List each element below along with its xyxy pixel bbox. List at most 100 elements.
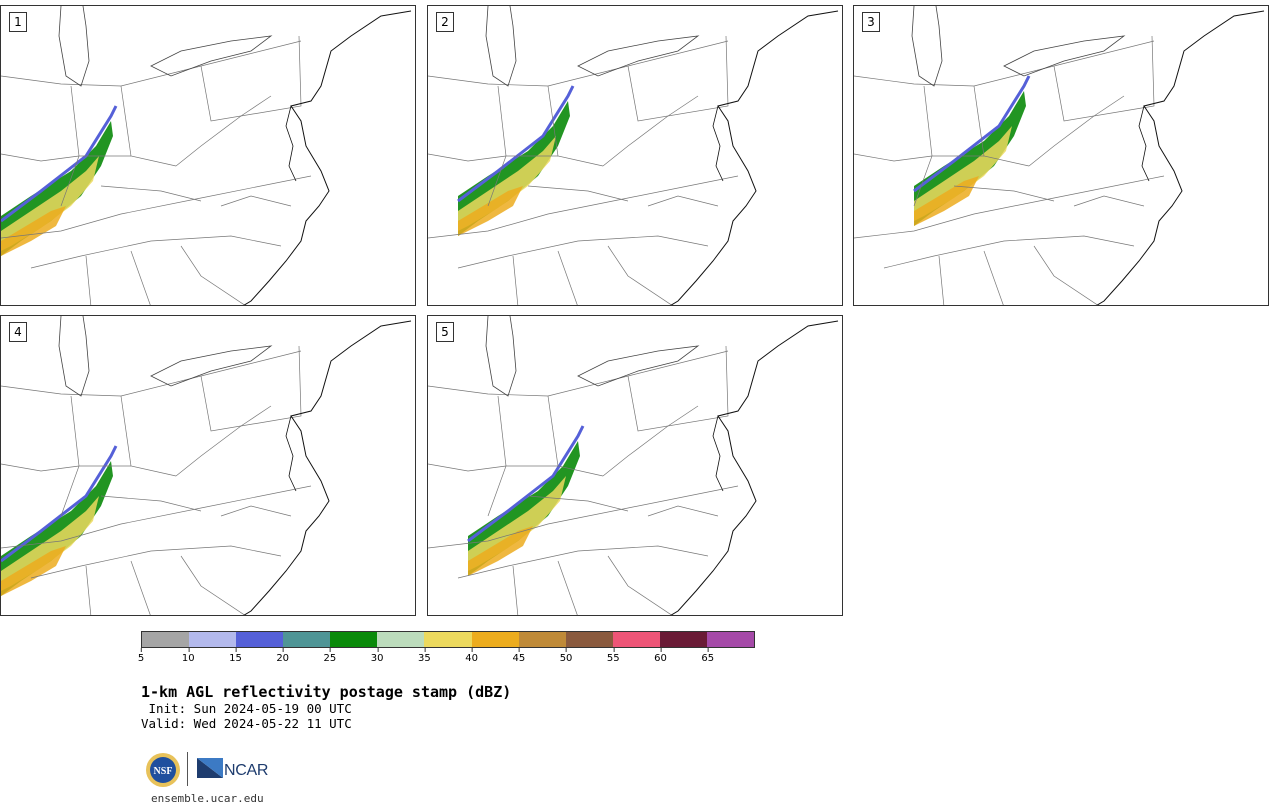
state-border (428, 175, 739, 239)
colorbar-tick-label: 50 (560, 648, 572, 664)
lake-outline (485, 316, 517, 397)
state-border (428, 153, 558, 162)
state-border (30, 545, 282, 579)
lake-outline (577, 345, 700, 387)
state-border (457, 235, 709, 269)
state-border (457, 545, 709, 579)
colorbar-segment-0 (142, 632, 190, 647)
colorbar-segment-7 (471, 632, 519, 647)
map-panel-2: 2 (427, 5, 843, 306)
lake-outline (577, 35, 700, 77)
colorbar-ticks: 5 10 15 20 25 30 35 40 45 50 55 60 65 (138, 648, 755, 668)
colorbar-tick-label: 65 (701, 648, 714, 664)
panel-number-5: 5 (436, 322, 454, 342)
state-border (1033, 245, 1099, 305)
state-border (60, 395, 80, 517)
lake-outline (150, 35, 273, 77)
state-border (627, 35, 729, 122)
state-border (1073, 195, 1145, 207)
coastline (1096, 10, 1265, 305)
state-border (85, 565, 92, 615)
nsf-logo-text: NSF (154, 766, 173, 777)
nsf-logo: NSF (146, 753, 180, 787)
state-border (30, 235, 282, 269)
colorbar-segment-3 (283, 632, 331, 647)
map-canvas-5 (428, 316, 839, 615)
state-border (130, 560, 151, 615)
website-link[interactable]: ensemble.ucar.edu (151, 792, 264, 805)
state-border (883, 235, 1135, 269)
bay-outline (1138, 105, 1150, 182)
map-canvas-3 (854, 6, 1265, 305)
logo-area: NSF NCAR (145, 752, 275, 788)
lake-outline (150, 345, 273, 387)
panel-number-3: 3 (862, 12, 880, 32)
valid-time: Valid: Wed 2024-05-22 11 UTC (141, 716, 352, 731)
colorbar-tick-label: 25 (324, 648, 336, 664)
panel-number-2: 2 (436, 12, 454, 32)
ncar-logo-text: NCAR (224, 762, 269, 779)
state-border (938, 255, 945, 305)
logo-divider (187, 752, 188, 786)
state-border (1, 175, 312, 239)
colorbar-segment-5 (377, 632, 425, 647)
bay-outline (285, 415, 297, 492)
state-border (180, 555, 246, 615)
reflectivity-band (458, 186, 523, 236)
state-border (120, 85, 177, 167)
state-border (200, 345, 302, 432)
state-border (854, 153, 984, 162)
colorbar-tick-label: 10 (182, 648, 195, 664)
ncar-mark-icon (197, 758, 223, 778)
map-panel-3: 3 (853, 5, 1269, 306)
state-border (1, 485, 312, 549)
colorbar-segment-1 (189, 632, 237, 647)
state-border (627, 345, 729, 432)
reflectivity-band (1, 206, 66, 256)
state-border (1, 463, 131, 472)
state-border (428, 463, 558, 472)
colorbar-tick-label: 60 (654, 648, 667, 664)
lake-outline (1003, 35, 1126, 77)
map-panel-1: 1 (0, 5, 416, 306)
map-panel-5: 5 (427, 315, 843, 616)
state-border (180, 245, 246, 305)
map-canvas-4 (1, 316, 412, 615)
state-border (527, 185, 629, 202)
lake-outline (58, 316, 90, 397)
state-border (120, 395, 177, 477)
reflectivity-edge (467, 425, 585, 543)
state-border (557, 560, 578, 615)
state-border (557, 250, 578, 305)
state-border (647, 505, 719, 517)
colorbar-tick-label: 40 (465, 648, 478, 664)
chart-title: 1-km AGL reflectivity postage stamp (dBZ… (141, 683, 512, 701)
colorbar-tick-label: 20 (276, 648, 289, 664)
bay-outline (712, 105, 724, 182)
state-border (100, 185, 202, 202)
state-border (220, 505, 292, 517)
colorbar-segment-11 (659, 632, 707, 647)
lake-outline (911, 6, 943, 87)
reflectivity-band (468, 526, 533, 576)
colorbar-tick-label: 35 (418, 648, 431, 664)
state-border (175, 405, 272, 477)
coastline (670, 10, 839, 305)
state-border (175, 95, 272, 167)
map-canvas-1 (1, 6, 412, 305)
state-border (602, 405, 699, 477)
map-canvas-2 (428, 6, 839, 305)
colorbar-segment-10 (612, 632, 660, 647)
state-border (220, 195, 292, 207)
state-border (953, 185, 1055, 202)
state-border (100, 495, 202, 512)
state-border (527, 495, 629, 512)
lake-outline (485, 6, 517, 87)
state-border (428, 485, 739, 549)
state-border (487, 395, 507, 517)
colorbar-segment-9 (565, 632, 613, 647)
coastline (243, 10, 412, 305)
coastline (243, 320, 412, 615)
state-border (1028, 95, 1125, 167)
state-border (607, 245, 673, 305)
